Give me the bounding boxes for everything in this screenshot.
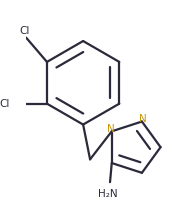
Text: N: N — [107, 124, 115, 134]
Text: H₂N: H₂N — [98, 189, 118, 199]
Text: Cl: Cl — [0, 99, 10, 109]
Text: Cl: Cl — [19, 26, 29, 36]
Text: N: N — [139, 114, 147, 124]
